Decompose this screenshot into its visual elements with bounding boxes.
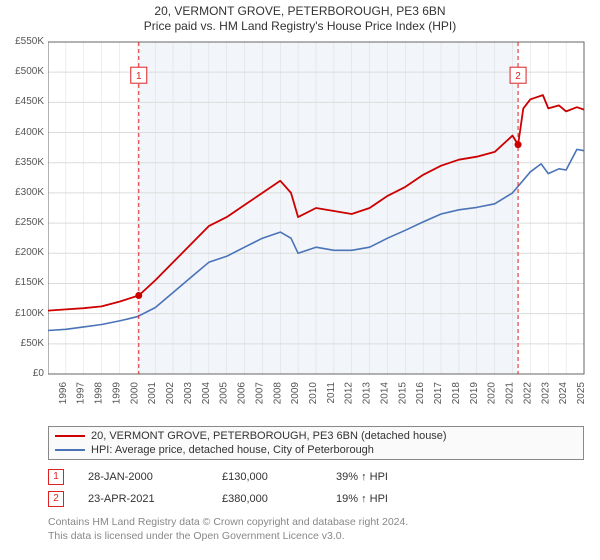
svg-text:2013: 2013	[362, 382, 373, 405]
svg-text:2021: 2021	[505, 382, 516, 405]
svg-text:2009: 2009	[290, 382, 301, 405]
svg-text:2007: 2007	[254, 382, 265, 405]
y-axis-label: £350K	[0, 157, 44, 168]
svg-text:1999: 1999	[111, 382, 122, 405]
footer: Contains HM Land Registry data © Crown c…	[48, 516, 588, 543]
svg-text:1995: 1995	[48, 382, 51, 405]
y-axis-label: £400K	[0, 127, 44, 138]
y-axis-label: £100K	[0, 308, 44, 319]
sale-price: £380,000	[222, 493, 312, 505]
svg-text:2024: 2024	[558, 382, 569, 405]
sale-marker-icon: 2	[48, 491, 64, 507]
svg-text:2008: 2008	[272, 382, 283, 405]
y-axis-label: £200K	[0, 247, 44, 258]
y-axis-label: £300K	[0, 187, 44, 198]
svg-text:2012: 2012	[344, 382, 355, 405]
y-axis-label: £150K	[0, 277, 44, 288]
svg-text:2022: 2022	[522, 382, 533, 405]
svg-text:1: 1	[136, 71, 142, 82]
svg-text:2017: 2017	[433, 382, 444, 405]
svg-text:2005: 2005	[219, 382, 230, 405]
svg-text:2001: 2001	[147, 382, 158, 405]
svg-text:2016: 2016	[415, 382, 426, 405]
sale-price: £130,000	[222, 471, 312, 483]
svg-text:2006: 2006	[237, 382, 248, 405]
legend-label: 20, VERMONT GROVE, PETERBOROUGH, PE3 6BN…	[91, 430, 447, 442]
sale-pct: 39% ↑ HPI	[336, 471, 436, 483]
sale-marker-icon: 1	[48, 469, 64, 485]
legend-label: HPI: Average price, detached house, City…	[91, 444, 374, 456]
svg-text:2018: 2018	[451, 382, 462, 405]
svg-text:2: 2	[515, 71, 521, 82]
svg-text:2011: 2011	[326, 382, 337, 404]
sale-date: 23-APR-2021	[88, 493, 198, 505]
legend: 20, VERMONT GROVE, PETERBOROUGH, PE3 6BN…	[48, 426, 584, 460]
svg-text:2023: 2023	[540, 382, 551, 405]
chart-container: 20, VERMONT GROVE, PETERBOROUGH, PE3 6BN…	[0, 0, 600, 560]
y-axis-label: £500K	[0, 66, 44, 77]
svg-text:2004: 2004	[201, 382, 212, 405]
svg-text:2025: 2025	[576, 382, 587, 405]
y-axis-label: £50K	[0, 338, 44, 349]
legend-item: HPI: Average price, detached house, City…	[55, 443, 577, 457]
svg-text:1996: 1996	[58, 382, 69, 405]
sale-date: 28-JAN-2000	[88, 471, 198, 483]
svg-text:2014: 2014	[379, 382, 390, 405]
legend-item: 20, VERMONT GROVE, PETERBOROUGH, PE3 6BN…	[55, 429, 577, 443]
title-address: 20, VERMONT GROVE, PETERBOROUGH, PE3 6BN	[0, 0, 600, 18]
svg-text:2010: 2010	[308, 382, 319, 405]
sales-table: 1 28-JAN-2000 £130,000 39% ↑ HPI 2 23-AP…	[48, 466, 588, 510]
title-subtitle: Price paid vs. HM Land Registry's House …	[0, 18, 600, 33]
svg-text:2020: 2020	[487, 382, 498, 405]
svg-text:2000: 2000	[129, 382, 140, 405]
line-chart: 1 2 1995 1996 1997 1998 1999 2000 2001 2002 2003 20…	[48, 38, 588, 418]
sale-row: 1 28-JAN-2000 £130,000 39% ↑ HPI	[48, 466, 588, 488]
svg-text:1998: 1998	[94, 382, 105, 405]
y-axis-label: £550K	[0, 36, 44, 47]
svg-text:2002: 2002	[165, 382, 176, 405]
svg-text:2019: 2019	[469, 382, 480, 405]
chart-area: 1 2 1995 1996 1997 1998 1999 2000 2001 2002 2003 20…	[48, 38, 588, 418]
legend-swatch	[55, 449, 85, 451]
sale-pct: 19% ↑ HPI	[336, 493, 436, 505]
svg-text:1997: 1997	[76, 382, 87, 405]
legend-swatch	[55, 435, 85, 437]
footer-line: This data is licensed under the Open Gov…	[48, 530, 588, 544]
footer-line: Contains HM Land Registry data © Crown c…	[48, 516, 588, 530]
y-axis-label: £450K	[0, 96, 44, 107]
svg-text:2015: 2015	[397, 382, 408, 405]
y-axis-label: £0	[0, 368, 44, 379]
sale-row: 2 23-APR-2021 £380,000 19% ↑ HPI	[48, 488, 588, 510]
y-axis-label: £250K	[0, 217, 44, 228]
svg-text:2003: 2003	[183, 382, 194, 405]
